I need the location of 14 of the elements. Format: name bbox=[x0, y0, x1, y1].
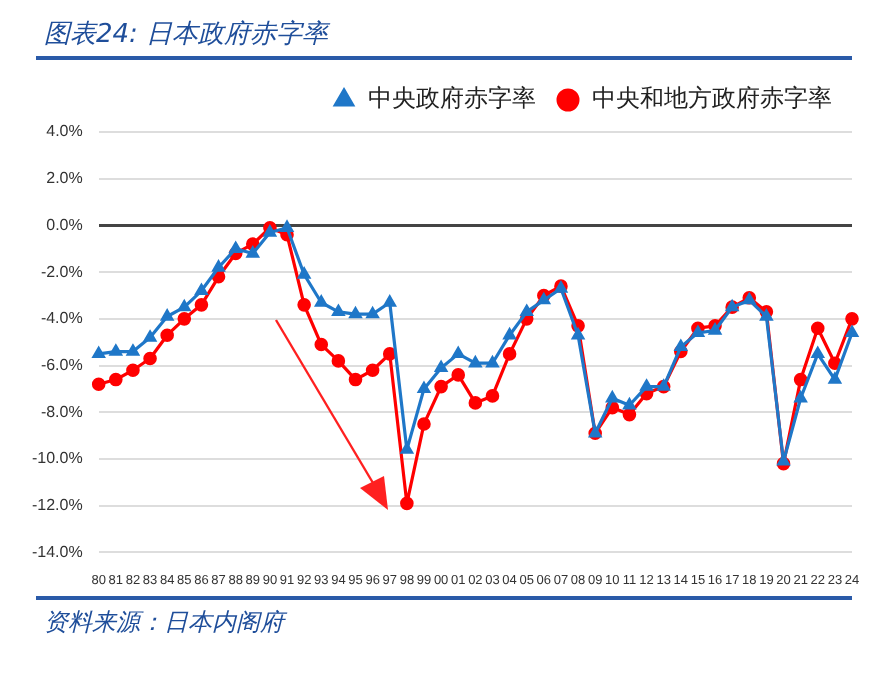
y-tick-label: -6.0% bbox=[40, 355, 83, 374]
chart-title: 图表24: 日本政府赤字率 bbox=[42, 18, 333, 52]
y-tick-label: 4.0% bbox=[46, 122, 83, 141]
y-tick-label: -10.0% bbox=[31, 449, 83, 468]
legend-label: 中央政府赤字率 bbox=[368, 84, 536, 113]
legend-label: 中央和地方政府赤字率 bbox=[592, 84, 832, 113]
y-tick-label: -14.0% bbox=[31, 542, 83, 561]
text: 资料来源：日本内阁府 bbox=[42, 606, 289, 640]
y-tick-label: -4.0% bbox=[40, 309, 83, 328]
y-tick-label: 0.0% bbox=[46, 215, 83, 234]
y-tick-label: -12.0% bbox=[31, 496, 83, 515]
y-tick-label: 2.0% bbox=[46, 169, 83, 188]
y-tick-label: -8.0% bbox=[40, 402, 83, 421]
y-tick-label: -2.0% bbox=[40, 262, 83, 281]
